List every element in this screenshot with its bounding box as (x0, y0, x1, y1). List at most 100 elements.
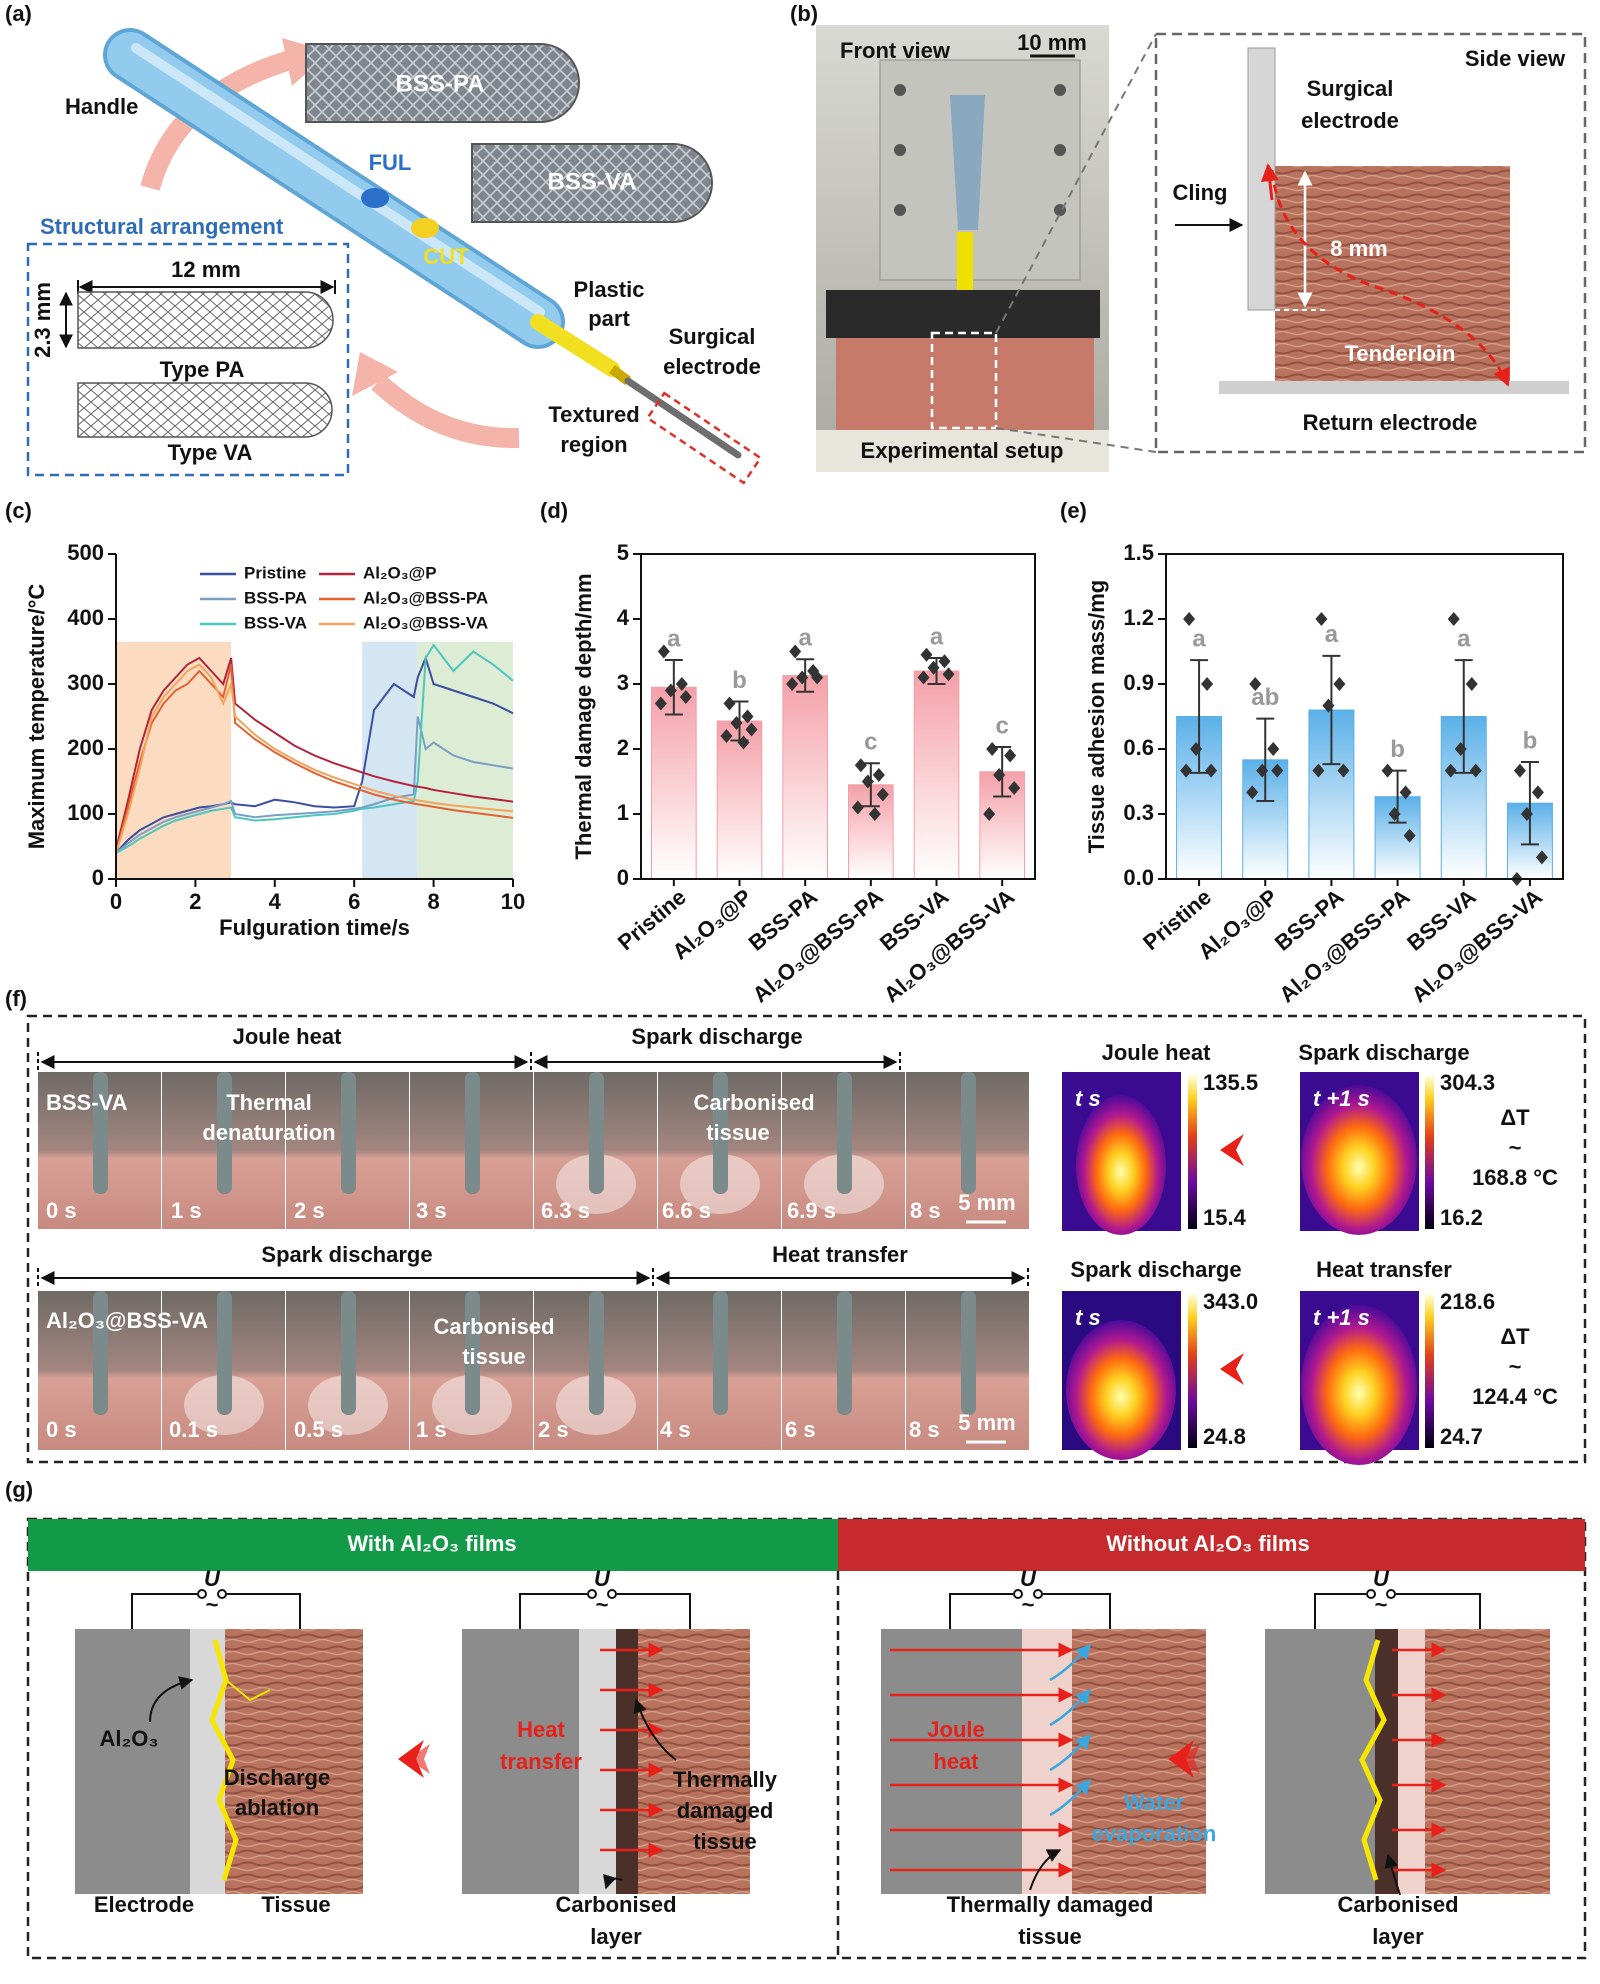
label: 4 s (660, 1417, 691, 1442)
significance-letter: a (1457, 626, 1471, 653)
axis-frame (1165, 553, 1564, 880)
data-point (679, 690, 692, 704)
data-point (723, 696, 736, 711)
data-point (983, 807, 996, 821)
label: Experimental setup (861, 438, 1064, 463)
label: Tenderloin (1345, 341, 1456, 366)
significance-letter: b (1523, 727, 1538, 754)
label: U (204, 1566, 221, 1591)
y-tick-label: 300 (67, 670, 104, 695)
label: 0 s (46, 1198, 77, 1223)
data-point (1271, 763, 1284, 778)
data-point (861, 774, 874, 789)
legend-label: Al₂O₃@BSS-PA (363, 588, 488, 607)
data-point (720, 729, 733, 743)
line-series (115, 716, 514, 854)
label: U (594, 1566, 611, 1591)
y-tick-label: 1 (617, 800, 629, 825)
label: 8 mm (1330, 236, 1387, 261)
label: layer (590, 1924, 642, 1949)
label: 1 s (171, 1198, 202, 1223)
label: Front view (840, 38, 951, 63)
electrode-tip (341, 1072, 356, 1194)
label: ~ (596, 1592, 609, 1617)
label: transfer (500, 1749, 582, 1774)
label: (a) (5, 1, 32, 26)
label: 6.9 s (787, 1198, 836, 1223)
electrode-tip (465, 1072, 480, 1194)
y-tick-label: 1.5 (1123, 540, 1154, 565)
data-point (1381, 763, 1394, 778)
label: Carbonised (555, 1892, 676, 1917)
panel-g-art (26, 1517, 1587, 1960)
data-point (1190, 742, 1203, 756)
error-bar (1322, 654, 1341, 766)
data-point (1180, 763, 1193, 778)
label: evaporation (1092, 1821, 1217, 1846)
y-tick-label: 0.6 (1123, 735, 1154, 760)
data-point (1520, 807, 1533, 821)
data-point (1205, 763, 1218, 778)
data-point (1403, 828, 1416, 843)
label: Carbonised (1337, 1892, 1458, 1917)
error-bar (1454, 659, 1473, 774)
label: Return electrode (1303, 410, 1478, 435)
label: (f) (5, 986, 27, 1011)
y-tick-label: 2 (617, 735, 629, 760)
label: ~ (1509, 1135, 1522, 1160)
label: 0 s (46, 1417, 77, 1442)
line-series (115, 656, 514, 850)
y-tick-label: 0.0 (1123, 865, 1154, 890)
label: Surgical (669, 324, 756, 349)
label: tissue (693, 1829, 757, 1854)
legend-label: Pristine (244, 563, 306, 582)
label: Water (1124, 1790, 1185, 1815)
data-point (741, 709, 754, 724)
electrode-tip (93, 1072, 108, 1194)
label: ΔT (1500, 1324, 1530, 1349)
data-point (1183, 612, 1196, 626)
data-point (737, 735, 750, 750)
label: BSS-PA (396, 70, 485, 97)
line-series (115, 664, 514, 854)
data-point (1469, 763, 1482, 778)
significance-letter: b (732, 667, 747, 694)
label: 6.3 s (541, 1198, 590, 1223)
label: Thermally damaged (947, 1892, 1154, 1917)
label: 1 s (416, 1417, 447, 1442)
label: U (1373, 1566, 1390, 1591)
label: ~ (206, 1592, 219, 1617)
data-point (664, 683, 677, 698)
significance-letter: a (1192, 626, 1206, 653)
label: 6.6 s (662, 1198, 711, 1223)
electrode-tip (589, 1072, 604, 1194)
label: 135.5 (1203, 1070, 1258, 1095)
y-tick-label: 100 (67, 800, 104, 825)
label: 16.2 (1440, 1205, 1483, 1230)
data-point (1256, 763, 1269, 778)
label: 304.3 (1440, 1070, 1495, 1095)
x-tick-label: 10 (501, 889, 525, 914)
label: Surgical (1307, 76, 1394, 101)
data-point (1444, 763, 1457, 778)
data-point (1201, 677, 1214, 691)
label: t s (1075, 1305, 1101, 1330)
electrode-tip (713, 1072, 728, 1194)
y-tick-label: 1.2 (1123, 605, 1154, 630)
x-tick-label: 8 (427, 889, 439, 914)
significance-letter: a (1325, 621, 1339, 648)
data-point (993, 768, 1006, 782)
label: Joule heat (1102, 1040, 1211, 1065)
label: 8 s (910, 1198, 941, 1223)
y-tick-label: 0 (92, 865, 104, 890)
legend-label: BSS-VA (244, 613, 307, 632)
y-tick-label: 500 (67, 540, 104, 565)
data-point (1333, 677, 1346, 691)
data-point (675, 677, 688, 691)
label: 168.8 °C (1472, 1165, 1558, 1190)
label: 2 s (538, 1417, 569, 1442)
significance-letter: b (1390, 736, 1405, 763)
y-axis-title: Maximum temperature/°C (24, 584, 49, 850)
error-bar (1520, 761, 1539, 846)
